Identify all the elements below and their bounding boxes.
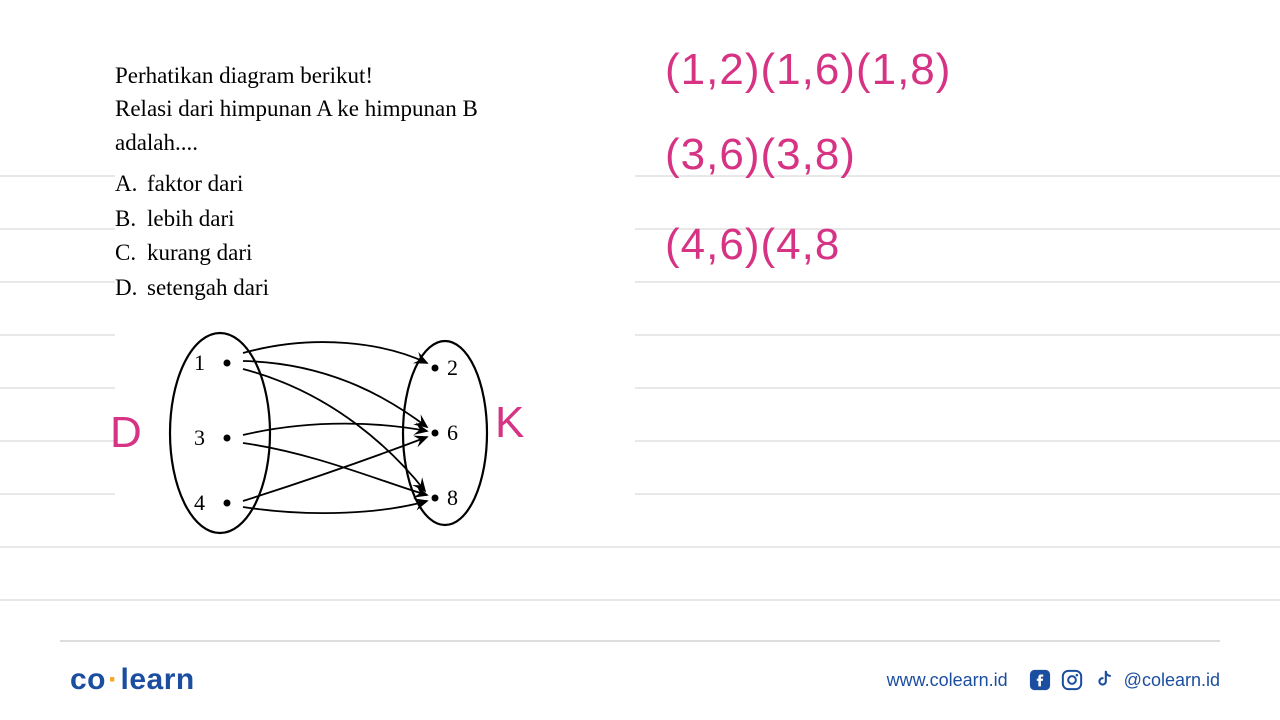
option-b: B. lebih dari	[115, 202, 635, 237]
logo-part-b: learn	[121, 663, 195, 696]
problem-line-2: Relasi dari himpunan A ke himpunan B	[115, 92, 635, 125]
instagram-icon	[1060, 668, 1084, 692]
option-c: C. kurang dari	[115, 236, 635, 271]
svg-text:2: 2	[447, 355, 458, 380]
mapping-diagram: 134268 D K	[115, 323, 545, 543]
main-content: Perhatikan diagram berikut! Relasi dari …	[0, 0, 1280, 543]
facebook-icon	[1028, 668, 1052, 692]
option-a: A. faktor dari	[115, 167, 635, 202]
option-text: kurang dari	[147, 236, 252, 271]
option-letter: A.	[115, 167, 147, 202]
hw-row-3: (4,6)(4,8	[665, 220, 840, 270]
answer-options: A. faktor dari B. lebih dari C. kurang d…	[115, 167, 635, 305]
logo-dot: ·	[108, 663, 119, 696]
footer-rule	[60, 640, 1220, 642]
footer: co·learn www.colearn.id @colearn.id	[0, 640, 1280, 720]
option-text: lebih dari	[147, 202, 235, 237]
option-letter: D.	[115, 271, 147, 306]
svg-text:1: 1	[194, 350, 205, 375]
option-letter: B.	[115, 202, 147, 237]
svg-text:6: 6	[447, 420, 458, 445]
label-d: D	[110, 408, 142, 458]
option-d: D. setengah dari	[115, 271, 635, 306]
diagram-svg: 1 3 4 2 6 8	[115, 323, 545, 543]
problem-column: Perhatikan diagram berikut! Relasi dari …	[115, 55, 635, 543]
svg-text:4: 4	[194, 490, 205, 515]
problem-line-3: adalah....	[115, 126, 635, 159]
option-letter: C.	[115, 236, 147, 271]
handwriting-column: (1,2)(1,6)(1,8) (3,6)(3,8) (4,6)(4,8	[665, 55, 1220, 543]
logo-part-a: co	[70, 663, 106, 696]
option-text: faktor dari	[147, 167, 243, 202]
footer-right: www.colearn.id @colearn.id	[887, 668, 1220, 692]
brand-logo: co·learn	[70, 663, 195, 697]
problem-text: Perhatikan diagram berikut! Relasi dari …	[115, 55, 635, 163]
hw-row-2: (3,6)(3,8)	[665, 130, 856, 180]
tiktok-icon	[1092, 668, 1116, 692]
svg-text:8: 8	[447, 485, 458, 510]
social-group: @colearn.id	[1028, 668, 1220, 692]
svg-text:3: 3	[194, 425, 205, 450]
footer-url: www.colearn.id	[887, 670, 1008, 691]
problem-line-1: Perhatikan diagram berikut!	[115, 59, 635, 92]
social-handle: @colearn.id	[1124, 670, 1220, 691]
hw-row-1: (1,2)(1,6)(1,8)	[665, 45, 951, 95]
label-k: K	[495, 398, 524, 448]
option-text: setengah dari	[147, 271, 269, 306]
